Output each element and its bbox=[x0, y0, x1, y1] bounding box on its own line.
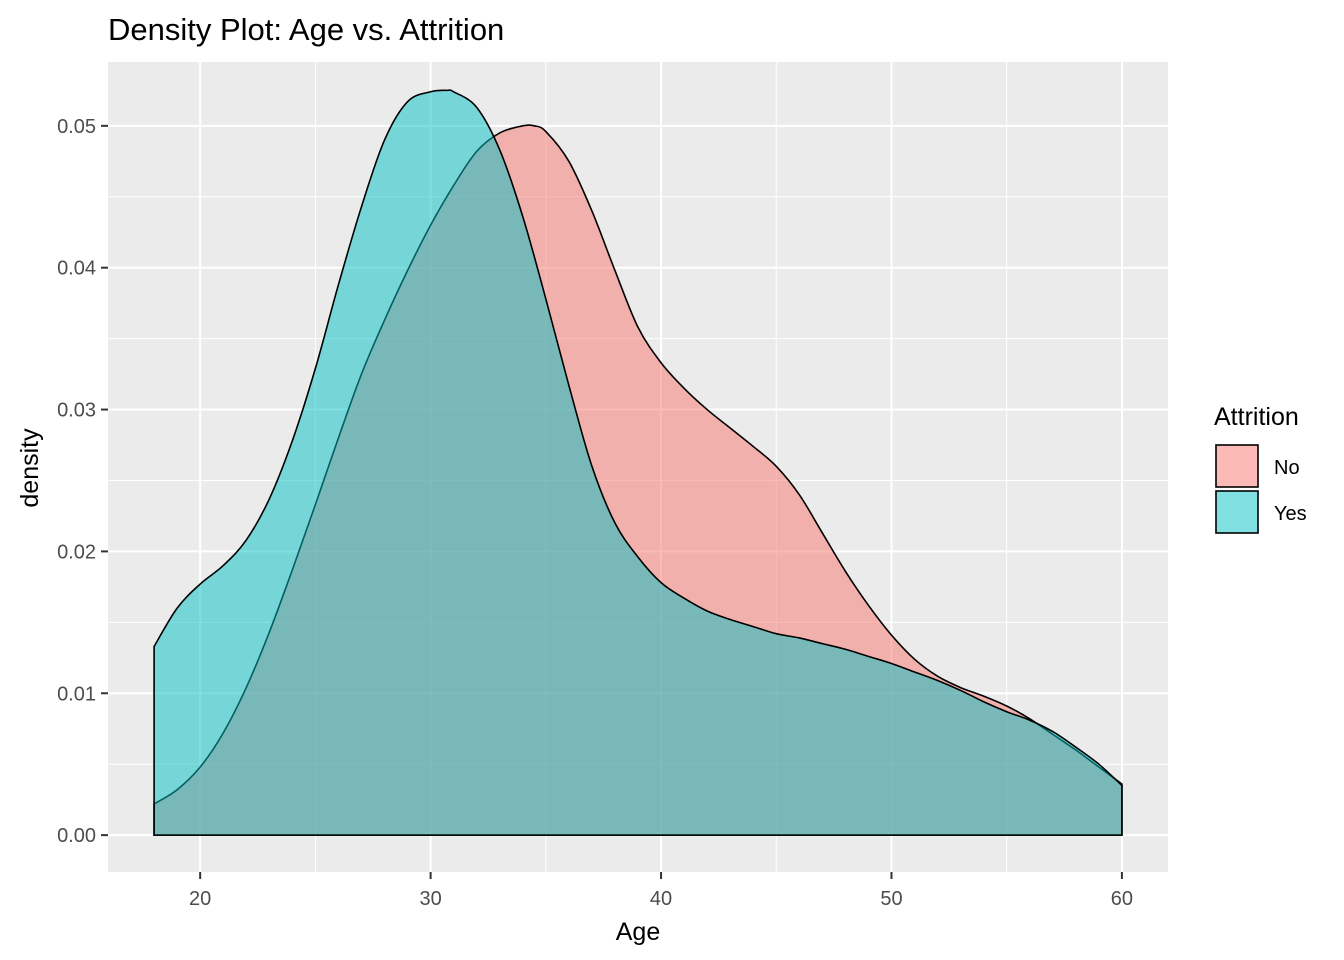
legend-key-yes bbox=[1215, 490, 1259, 534]
x-tick-label: 40 bbox=[650, 888, 672, 910]
chart-title: Density Plot: Age vs. Attrition bbox=[108, 12, 504, 47]
x-tick-label: 30 bbox=[419, 888, 441, 910]
y-tick-label: 0.00 bbox=[57, 825, 96, 847]
legend-key-no bbox=[1215, 444, 1259, 488]
legend-title: Attrition bbox=[1214, 403, 1299, 431]
y-tick-label: 0.05 bbox=[57, 116, 96, 138]
legend-label-no: No bbox=[1274, 457, 1300, 479]
legend-label-yes: Yes bbox=[1274, 503, 1307, 525]
x-axis-title: Age bbox=[616, 918, 660, 946]
y-axis-title: density bbox=[16, 428, 44, 508]
y-tick-label: 0.04 bbox=[57, 258, 96, 280]
legend: Attrition No Yes bbox=[1214, 403, 1307, 534]
x-tick-label: 50 bbox=[880, 888, 902, 910]
x-axis-ticks: 20 30 40 50 60 bbox=[189, 872, 1133, 910]
y-axis-ticks: 0.00 0.01 0.02 0.03 0.04 0.05 bbox=[57, 116, 108, 847]
y-tick-label: 0.01 bbox=[57, 683, 96, 705]
x-tick-label: 60 bbox=[1111, 888, 1133, 910]
density-area-yes bbox=[153, 89, 1123, 836]
y-tick-label: 0.03 bbox=[57, 400, 96, 422]
density-areas bbox=[153, 89, 1123, 836]
y-tick-label: 0.02 bbox=[57, 541, 96, 563]
x-tick-label: 20 bbox=[189, 888, 211, 910]
